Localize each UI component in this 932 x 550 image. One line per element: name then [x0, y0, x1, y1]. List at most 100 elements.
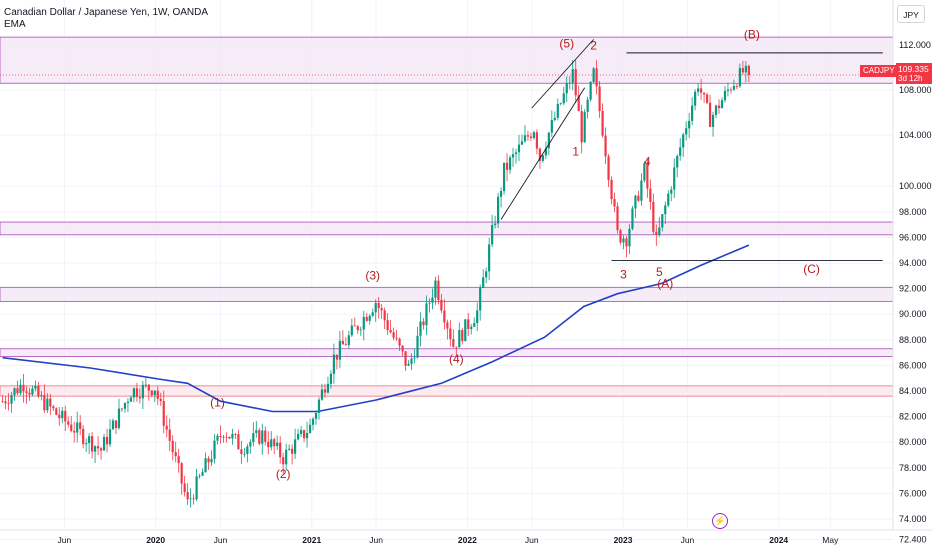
- candle-body: [473, 323, 476, 327]
- candle-body: [452, 339, 455, 347]
- wave-label: 3: [620, 267, 627, 281]
- candle-body: [249, 441, 252, 447]
- candle-body: [553, 117, 556, 121]
- price-tick-label: 72.400: [899, 534, 927, 544]
- countdown-tag: 3d 12h: [896, 74, 932, 84]
- candle-body: [255, 430, 258, 434]
- candle-body: [499, 190, 503, 197]
- candle-body: [153, 390, 156, 396]
- candle-body: [601, 110, 604, 136]
- candle-body: [559, 103, 562, 105]
- candle-body: [571, 69, 574, 83]
- candle-body: [550, 120, 553, 133]
- indicator-label[interactable]: EMA: [4, 19, 26, 30]
- candle-body: [634, 195, 637, 209]
- candle-body: [37, 385, 40, 397]
- candle-body: [625, 238, 628, 247]
- candle-body: [34, 385, 37, 389]
- wave-label: 2: [590, 39, 597, 53]
- chart-title: Canadian Dollar / Japanese Yen, 1W, OAND…: [4, 7, 209, 18]
- candle-body: [622, 238, 625, 243]
- candle-body: [422, 321, 425, 326]
- candle-body: [102, 436, 106, 451]
- currency-button[interactable]: JPY: [897, 5, 925, 23]
- candle-body: [374, 302, 377, 313]
- candle-body: [267, 441, 270, 448]
- candle-body: [479, 287, 482, 311]
- candle-body: [61, 410, 64, 419]
- candle-body: [386, 320, 389, 330]
- candle-body: [341, 340, 344, 345]
- candle-body: [129, 397, 133, 402]
- candle-body: [637, 195, 640, 201]
- candle-body: [195, 476, 198, 500]
- candle-body: [261, 430, 264, 444]
- support-resistance-zones: [0, 36, 894, 397]
- candle-body: [664, 205, 667, 215]
- candle-body: [356, 326, 359, 331]
- candle-body: [294, 439, 297, 454]
- candle-body: [431, 297, 434, 303]
- candle-body: [228, 436, 231, 439]
- price-tick-label: 104.000: [899, 130, 932, 140]
- candle-body: [613, 199, 616, 207]
- elliott-wave-labels: (1) (2) (3) (4) (5) 2 1 3 4 5(A) (B) (C): [210, 27, 820, 481]
- candle-body: [138, 397, 141, 399]
- candle-body: [222, 436, 225, 438]
- candle-body: [285, 449, 288, 465]
- time-tick-label: Jun: [681, 535, 695, 545]
- candle-body: [580, 111, 583, 143]
- candle-body: [604, 135, 607, 157]
- candle-body: [497, 196, 500, 224]
- lightning-icon[interactable]: ⚡: [712, 513, 728, 529]
- price-zone: [0, 348, 894, 357]
- candle-body: [691, 105, 694, 121]
- current-price-marker: CADJPY 109.335 3d 12h: [860, 63, 932, 85]
- candle-body: [362, 316, 365, 330]
- candle-body: [628, 228, 631, 247]
- price-tick-label: 78.000: [899, 463, 927, 473]
- candle-body: [273, 439, 276, 447]
- candle-body: [652, 201, 655, 232]
- candle-body: [96, 446, 100, 449]
- candle-body: [380, 308, 383, 311]
- candle-body: [676, 155, 679, 168]
- candle-body: [308, 424, 312, 433]
- candle-body: [264, 430, 267, 442]
- candle-body: [425, 303, 428, 326]
- candlestick-series: [1, 59, 750, 508]
- candle-body: [338, 340, 341, 360]
- candle-body: [225, 436, 228, 438]
- candle-body: [16, 388, 19, 394]
- candle-body: [111, 420, 115, 430]
- candle-body: [67, 421, 70, 425]
- candle-body: [198, 475, 201, 477]
- candle-body: [661, 214, 664, 228]
- candle-body: [70, 424, 73, 431]
- candle-body: [413, 357, 416, 359]
- candle-body: [64, 410, 67, 422]
- candle-body: [168, 429, 171, 441]
- candle-body: [428, 302, 431, 304]
- candle-body: [619, 230, 622, 243]
- wave-label: 1: [572, 144, 579, 158]
- candle-body: [705, 94, 709, 103]
- candle-body: [502, 162, 506, 191]
- candle-body: [658, 227, 661, 235]
- candle-body: [529, 136, 533, 138]
- candle-body: [258, 430, 261, 444]
- candle-body: [643, 163, 646, 181]
- candle-body: [201, 472, 204, 476]
- candle-body: [204, 458, 207, 473]
- candle-body: [729, 89, 733, 91]
- wave-label: (1): [210, 395, 225, 409]
- candle-body: [410, 358, 413, 364]
- price-tick-label: 92.000: [899, 284, 927, 294]
- wedge-line: [531, 39, 594, 109]
- candle-body: [383, 310, 386, 321]
- candle-body: [401, 345, 404, 352]
- candle-body: [616, 206, 619, 231]
- wave-label: 5: [656, 265, 663, 279]
- candle-body: [568, 82, 571, 84]
